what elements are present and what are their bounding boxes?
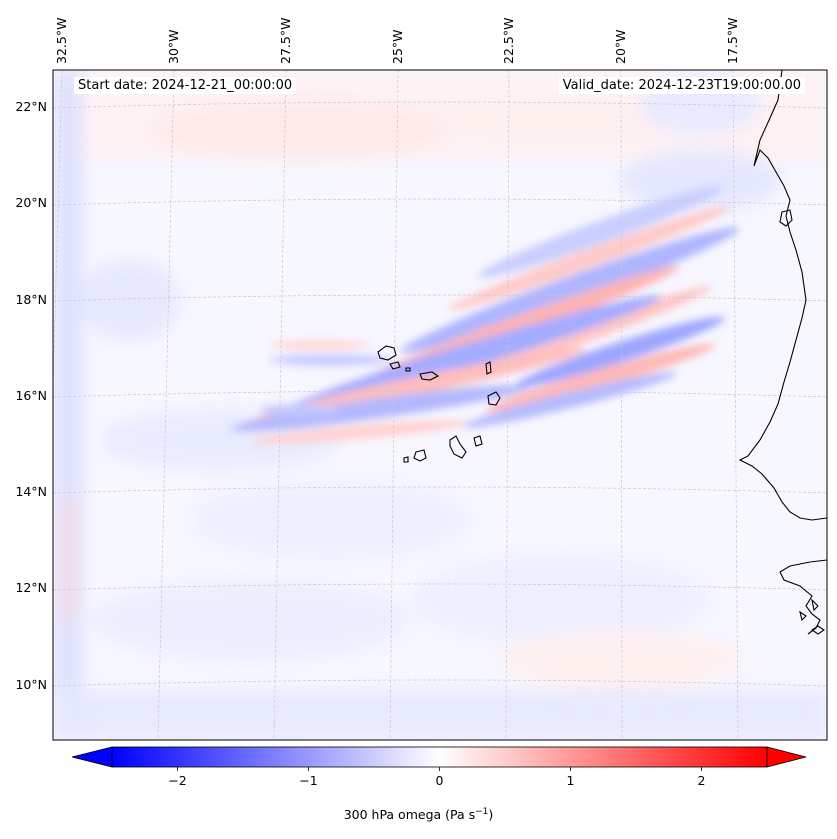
map-panel <box>53 70 827 740</box>
island-santa-luzia <box>405 367 411 372</box>
island-boa-vista <box>487 391 501 406</box>
island-santiago <box>449 435 467 459</box>
colorbar-label-end: ) <box>488 807 494 823</box>
colorbar-label-exponent: −1 <box>475 807 489 817</box>
lon-label-5: 20°W <box>613 29 628 64</box>
colorbar-tick-label: −2 <box>168 773 186 788</box>
coastline-small-island-north <box>779 209 793 227</box>
lon-label-6: 17.5°W <box>725 18 740 64</box>
valid-date-label: Valid_date: 2024-12-23T19:00:00.00 <box>558 77 805 94</box>
gridline-lat-20n <box>53 198 827 206</box>
coastline-africa <box>738 70 827 521</box>
coastline-bijagos <box>799 598 825 635</box>
gridline-lon-32-5w <box>53 70 63 400</box>
omega-field-bands <box>231 186 740 444</box>
colorbar-tick-label: −1 <box>299 773 317 788</box>
gridline-lon-30w <box>157 70 175 740</box>
lat-label-1: 20°N <box>15 195 47 210</box>
gridline-lon-25w <box>389 70 399 740</box>
gridline-lon-20w <box>620 70 623 740</box>
lat-label-5: 12°N <box>15 580 47 595</box>
gridline-lon-22-5w <box>505 70 510 740</box>
lon-label-4: 22.5°W <box>501 18 516 64</box>
map-frame <box>52 69 828 741</box>
island-sao-vicente <box>389 361 401 370</box>
gridline-lon-27-5w <box>273 70 287 740</box>
lat-label-3: 16°N <box>15 388 47 403</box>
lat-labels: 22°N 20°N 18°N 16°N 14°N 12°N 10°N <box>15 99 47 692</box>
colorbar-extend-max <box>766 746 807 768</box>
colorbar-extend-min <box>71 746 113 768</box>
gridline-lat-10n <box>53 679 827 687</box>
colorbar-label: 300 hPa omega (Pa s−1) <box>0 807 837 822</box>
coastlines <box>377 70 827 635</box>
colorbar-tick-label: 1 <box>567 773 575 788</box>
lon-label-0: 32.5°W <box>54 18 69 64</box>
lon-label-3: 25°W <box>390 29 405 64</box>
gridline-lat-18n <box>53 294 827 302</box>
gridline-lat-14n <box>53 486 827 494</box>
gridline-lat-12n <box>53 583 827 591</box>
lon-labels: 32.5°W 30°W 27.5°W 25°W 22.5°W 20°W 17.5… <box>54 18 740 64</box>
island-sal <box>485 361 492 375</box>
lat-label-6: 10°N <box>15 677 47 692</box>
lat-label-4: 14°N <box>15 484 47 499</box>
island-fogo <box>413 449 427 462</box>
colorbar-label-main: 300 hPa omega (Pa s <box>343 807 476 823</box>
island-maio <box>473 435 483 447</box>
island-sao-nicolau <box>419 371 440 381</box>
gridline-lon-17-5w <box>732 70 739 740</box>
colorbar: −2 −1 0 1 2 <box>71 746 807 788</box>
lon-label-2: 27.5°W <box>278 18 293 64</box>
start-date-label: Start date: 2024-12-21_00:00:00 <box>74 77 297 94</box>
coastline-gambia-guinea <box>779 559 827 635</box>
gridlines <box>53 70 827 740</box>
lat-label-2: 18°N <box>15 292 47 307</box>
gridline-lat-22n <box>53 101 827 109</box>
colorbar-tick-label: 2 <box>698 773 706 788</box>
lon-label-1: 30°W <box>166 29 181 64</box>
gridline-lat-16n <box>53 390 827 398</box>
lat-label-0: 22°N <box>15 99 47 114</box>
colorbar-body <box>111 746 768 768</box>
island-brava <box>403 456 409 463</box>
colorbar-tick-label: 0 <box>436 773 444 788</box>
island-santo-antao <box>377 345 397 361</box>
colorbar-ticks: −2 −1 0 1 2 <box>168 767 705 788</box>
